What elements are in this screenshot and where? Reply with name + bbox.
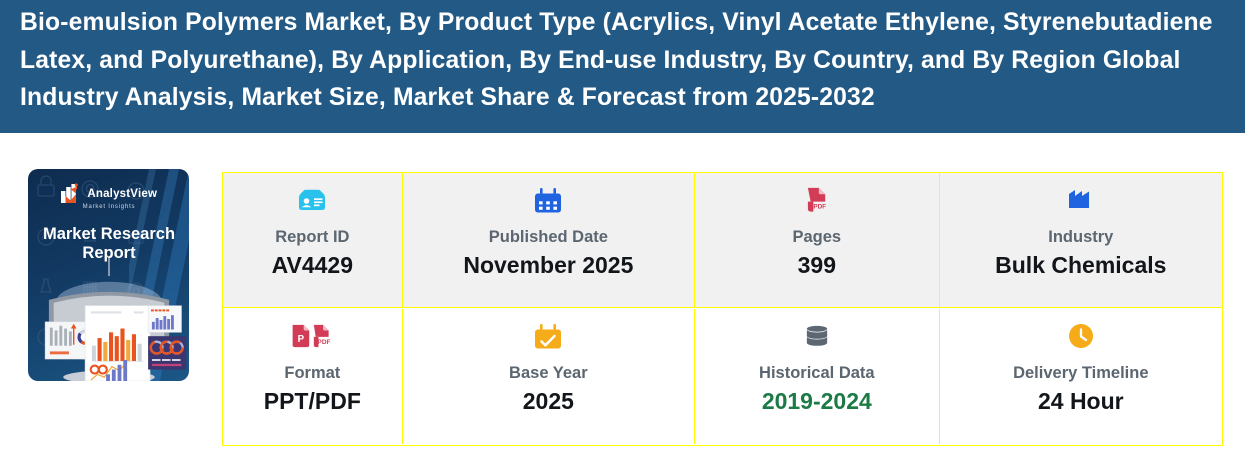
svg-text:PDF: PDF: [318, 339, 331, 346]
svg-text:P: P: [298, 334, 305, 345]
svg-text:PDF: PDF: [813, 203, 826, 210]
